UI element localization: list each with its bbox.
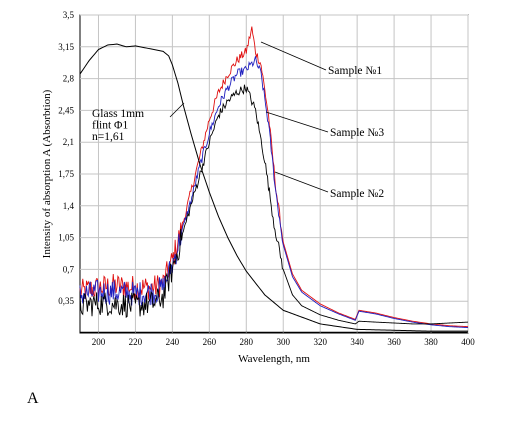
- annotation-label: Sample №3: [330, 127, 384, 139]
- annotation-leader-line: [274, 171, 329, 193]
- y-tick-label: 1,75: [58, 169, 74, 179]
- x-tick-label: 400: [461, 337, 475, 347]
- y-tick-label: 0,7: [63, 264, 75, 274]
- series-line-1: [79, 26, 469, 328]
- x-tick-labels: 200 220 240 260 280 300 320 340 360 380 400: [92, 337, 476, 347]
- x-tick-label: 360: [387, 337, 401, 347]
- annotation-label: Glass 1mm: [92, 108, 144, 120]
- x-tick-label: 320: [313, 337, 327, 347]
- grid: [80, 14, 469, 333]
- y-tick-label: 2,1: [63, 137, 74, 147]
- annotation-label: Sample №2: [330, 188, 384, 200]
- y-tick-labels: 0,35 0,7 1,05 1,4 1,75 2,1 2,45 2,8 3,15 3,5: [58, 10, 74, 306]
- x-tick-label: 300: [276, 337, 290, 347]
- figure-caption: A: [27, 390, 39, 407]
- x-tick-label: 260: [203, 337, 217, 347]
- x-tick-label: 240: [166, 337, 180, 347]
- annotation-label: Sample №1: [328, 65, 382, 77]
- y-tick-label: 3,15: [58, 42, 74, 52]
- annotation-leader-line: [169, 102, 185, 118]
- annotation-label: flint Φ1: [92, 120, 128, 132]
- x-tick-label: 380: [424, 337, 438, 347]
- series-line-glass: [79, 43, 468, 332]
- x-tick-label: 340: [350, 337, 364, 347]
- annotation-leader-line: [260, 41, 327, 71]
- y-tick-label: 2,45: [58, 105, 74, 115]
- x-tick-label: 200: [92, 337, 106, 347]
- x-tick-label: 280: [240, 337, 254, 347]
- series-line-2: [79, 84, 469, 325]
- y-axis-label: Intensity of absorption A (Absorbtion): [41, 89, 53, 258]
- series-lines: [79, 26, 469, 332]
- annotation-leader-line: [265, 111, 329, 133]
- x-axis-label: Wavelength, nm: [238, 353, 310, 365]
- y-tick-label: 1,4: [63, 201, 75, 211]
- y-tick-label: 1,05: [58, 233, 74, 243]
- x-tick-label: 220: [129, 337, 143, 347]
- annotation-label: n=1,61: [92, 131, 125, 143]
- y-tick-label: 0,35: [58, 296, 74, 306]
- y-tick-label: 2,8: [63, 74, 75, 84]
- y-tick-label: 3,5: [63, 10, 75, 20]
